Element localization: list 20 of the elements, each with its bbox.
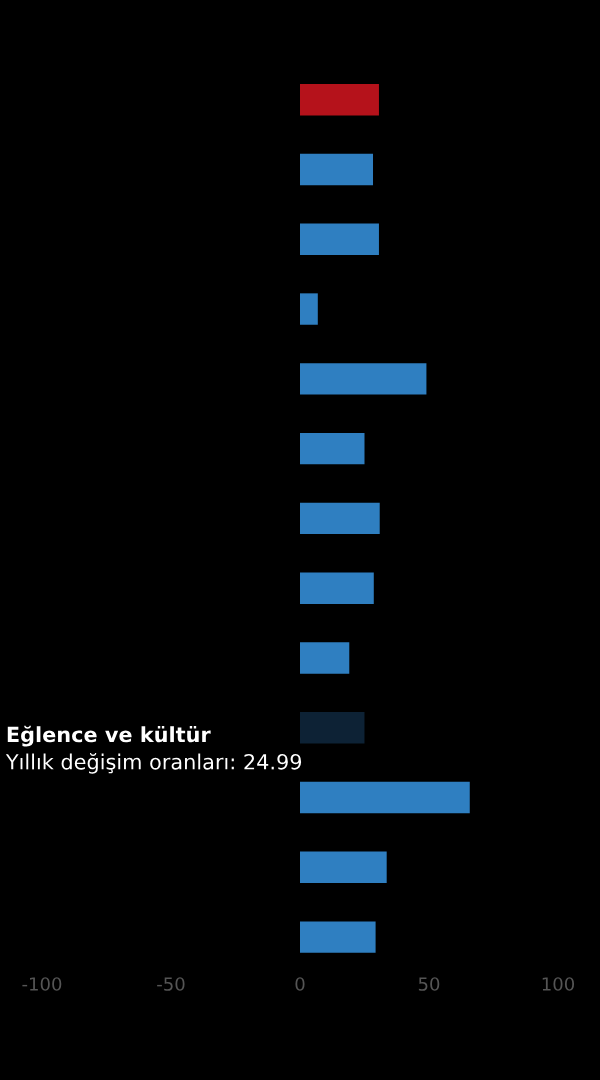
bar (300, 293, 318, 325)
x-tick-label: 0 (295, 977, 305, 991)
bar (300, 781, 470, 814)
bar (300, 642, 350, 674)
bar (300, 223, 379, 255)
x-tick-label: 100 (542, 977, 575, 991)
annotation: Yıllık değişim oranları: 24.99 (5, 753, 302, 774)
bar (300, 572, 374, 604)
bar (300, 921, 376, 953)
bar (300, 153, 374, 186)
bar (300, 502, 380, 535)
bar (300, 712, 365, 744)
bar (300, 432, 365, 465)
x-tick-label: -50 (157, 977, 185, 991)
bar (300, 851, 387, 884)
x-tick-label: 50 (418, 977, 440, 991)
annotation: Eğlence ve kültür (7, 725, 211, 747)
bar (300, 83, 379, 116)
x-tick-label: -100 (22, 977, 62, 991)
bar (300, 363, 427, 395)
